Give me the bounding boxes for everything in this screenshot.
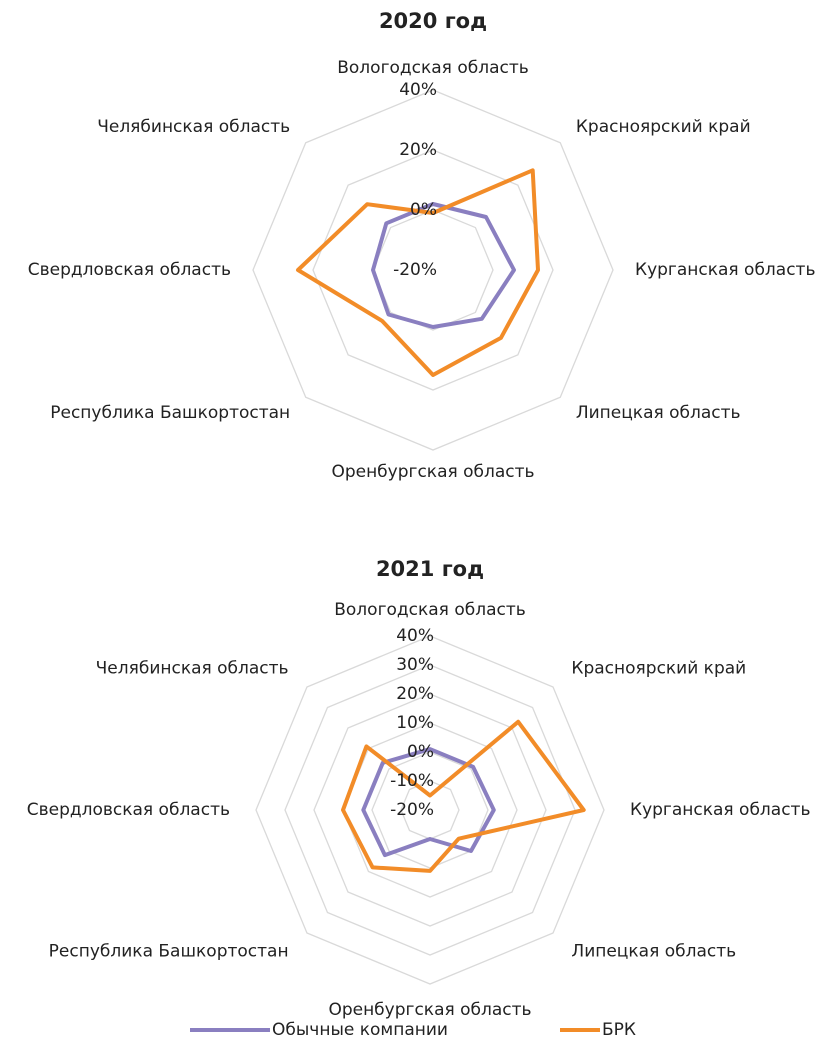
series-line xyxy=(371,202,516,329)
grid-line xyxy=(284,664,576,956)
legend-label: БРК xyxy=(602,1020,636,1040)
series-line xyxy=(361,747,496,858)
y-tick-label: 20% xyxy=(399,140,437,160)
grid-line xyxy=(252,89,614,451)
legend-label: Обычные компании xyxy=(272,1020,448,1040)
category-label: Красноярский край xyxy=(576,117,751,137)
category-label: Курганская область xyxy=(635,260,815,280)
y-tick-label: 0% xyxy=(407,742,434,762)
y-tick-label: 10% xyxy=(396,713,434,733)
series-line xyxy=(341,719,586,873)
category-label: Республика Башкортостан xyxy=(50,403,290,423)
category-label: Вологодская область xyxy=(337,58,529,78)
y-tick-label: 30% xyxy=(396,655,434,675)
grid-line xyxy=(372,209,494,331)
category-label: Челябинская область xyxy=(97,117,290,137)
y-tick-label: 0% xyxy=(410,200,437,220)
grid-line xyxy=(313,693,547,927)
y-tick-label: 40% xyxy=(396,626,434,646)
category-label: Курганская область xyxy=(630,800,810,820)
category-label: Свердловская область xyxy=(28,260,231,280)
chart-title: 2020 год xyxy=(379,9,487,33)
y-tick-label: -20% xyxy=(390,800,434,820)
category-label: Республика Башкортостан xyxy=(49,941,289,961)
grid-line xyxy=(312,149,554,391)
category-label: Липецкая область xyxy=(576,403,741,423)
category-label: Челябинская область xyxy=(96,659,289,679)
category-label: Оренбургская область xyxy=(328,1000,531,1020)
y-tick-label: -10% xyxy=(390,771,434,791)
chart-title: 2021 год xyxy=(376,557,484,581)
category-label: Липецкая область xyxy=(571,941,736,961)
category-label: Красноярский край xyxy=(571,659,746,679)
category-label: Вологодская область xyxy=(334,600,526,620)
series-line xyxy=(296,168,540,377)
category-label: Свердловская область xyxy=(27,800,230,820)
y-tick-label: 20% xyxy=(396,684,434,704)
grid-line xyxy=(255,635,605,985)
y-tick-label: 40% xyxy=(399,80,437,100)
category-label: Оренбургская область xyxy=(331,462,534,482)
y-tick-label: -20% xyxy=(393,260,437,280)
